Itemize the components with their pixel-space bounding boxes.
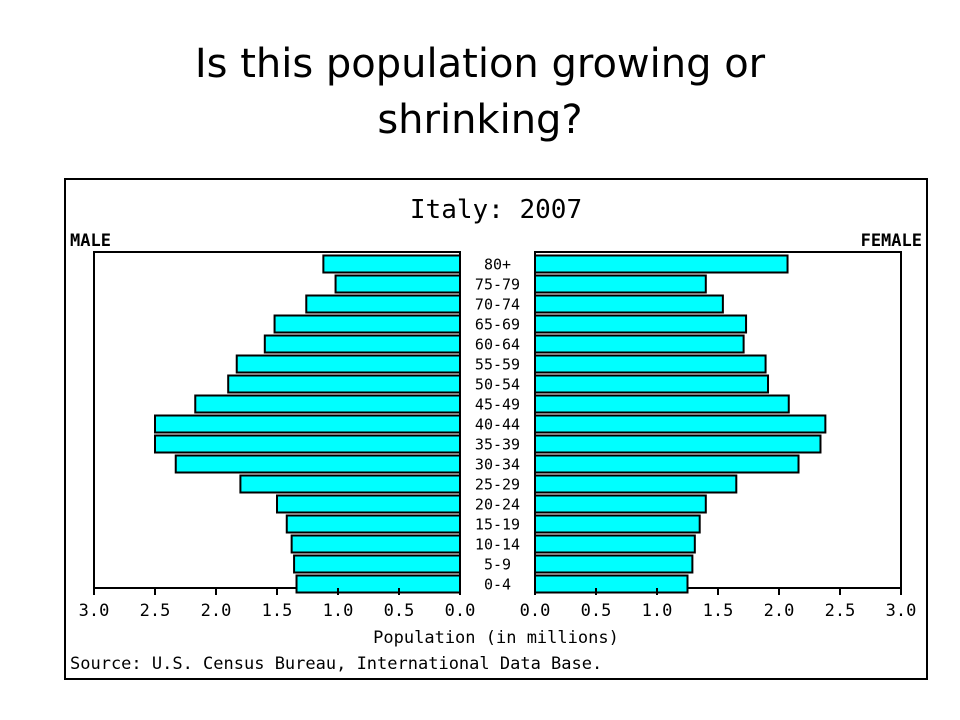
x-axis-ticks: 3.0 2.5 2.0 1.5 1.0 0.5 0.0 0.0 0.5 1.0 1.5 2.0 2.5 3… [79,588,917,621]
age-label-80+: 80+ [484,256,511,274]
male-bar-30-34 [174,454,462,474]
age-label-45-49: 45-49 [475,396,520,414]
source-note: Source: U.S. Census Bureau, Internationa… [70,654,602,674]
age-label-15-19: 15-19 [475,516,520,534]
female-bar-5-9 [534,554,694,574]
male-bar-25-29 [239,474,461,494]
female-label: FEMALE [861,231,922,251]
male-bar-45-49 [194,394,461,414]
male-label: MALE [70,231,111,251]
age-label-70-74: 70-74 [475,296,520,314]
male-bar-80+ [322,254,461,274]
female-bar-30-34 [534,454,800,474]
male-bar-70-74 [305,294,461,314]
female-bar-35-39 [534,434,822,454]
male-bar-10-14 [290,534,461,554]
female-bar-10-14 [534,534,696,554]
female-bar-0-4 [534,574,689,594]
female-bar-15-19 [534,514,701,534]
male-tick-label-3.0: 3.0 [79,601,110,621]
age-label-0-4: 0-4 [484,576,511,594]
female-tick-label-3.0: 3.0 [886,601,917,621]
male-bar-0-4 [295,574,461,594]
age-label-20-24: 20-24 [475,496,520,514]
male-bar-40-44 [154,414,461,434]
female-bar-45-49 [534,394,790,414]
male-bar-5-9 [293,554,461,574]
female-bar-25-29 [534,474,738,494]
male-bar-60-64 [263,334,461,354]
male-tick-label-2.0: 2.0 [201,601,232,621]
female-tick-label-1.5: 1.5 [703,601,734,621]
pyramid-svg: Italy: 2007 MALE FEMALE 80+ 75-79 70-74 65-… [70,195,922,674]
female-bar-70-74 [534,294,724,314]
female-bar-65-69 [534,314,748,334]
male-bar-65-69 [273,314,461,334]
female-bar-75-79 [534,274,707,294]
age-label-10-14: 10-14 [475,536,520,554]
male-bar-20-24 [276,494,461,514]
female-tick-label-2.0: 2.0 [764,601,795,621]
male-bar-55-59 [235,354,461,374]
male-tick-label-1.0: 1.0 [323,601,354,621]
male-bars [154,254,462,594]
female-bar-40-44 [534,414,827,434]
male-tick-label-0.0: 0.0 [445,601,476,621]
female-bar-60-64 [534,334,745,354]
male-tick-label-0.5: 0.5 [384,601,415,621]
age-label-35-39: 35-39 [475,436,520,454]
male-bar-75-79 [334,274,461,294]
slide-title: Is this population growing or shrinking? [194,41,766,143]
female-tick-label-0.0: 0.0 [520,601,551,621]
age-label-60-64: 60-64 [475,336,520,354]
female-bar-80+ [534,254,789,274]
female-bar-55-59 [534,354,767,374]
male-bar-50-54 [227,374,461,394]
age-group-labels: 80+ 75-79 70-74 65-69 60-64 55-59 50-54 45-49 40… [475,256,520,594]
age-label-25-29: 25-29 [475,476,520,494]
population-pyramid-chart: Italy: 2007 MALE FEMALE 80+ 75-79 70-74 65-… [64,178,928,680]
x-axis-label: Population (in millions) [373,628,619,648]
age-label-55-59: 55-59 [475,356,520,374]
male-bar-35-39 [154,434,461,454]
female-tick-label-1.0: 1.0 [642,601,673,621]
age-label-65-69: 65-69 [475,316,520,334]
male-tick-label-2.5: 2.5 [140,601,171,621]
age-label-40-44: 40-44 [475,416,520,434]
age-label-5-9: 5-9 [484,556,511,574]
male-bar-15-19 [285,514,461,534]
age-label-75-79: 75-79 [475,276,520,294]
female-bar-20-24 [534,494,707,514]
female-bar-50-54 [534,374,770,394]
female-tick-label-2.5: 2.5 [825,601,856,621]
female-tick-label-0.5: 0.5 [581,601,612,621]
male-tick-label-1.5: 1.5 [262,601,293,621]
female-bars [534,254,827,594]
age-label-50-54: 50-54 [475,376,520,394]
age-label-30-34: 30-34 [475,456,520,474]
chart-title: Italy: 2007 [410,195,582,225]
